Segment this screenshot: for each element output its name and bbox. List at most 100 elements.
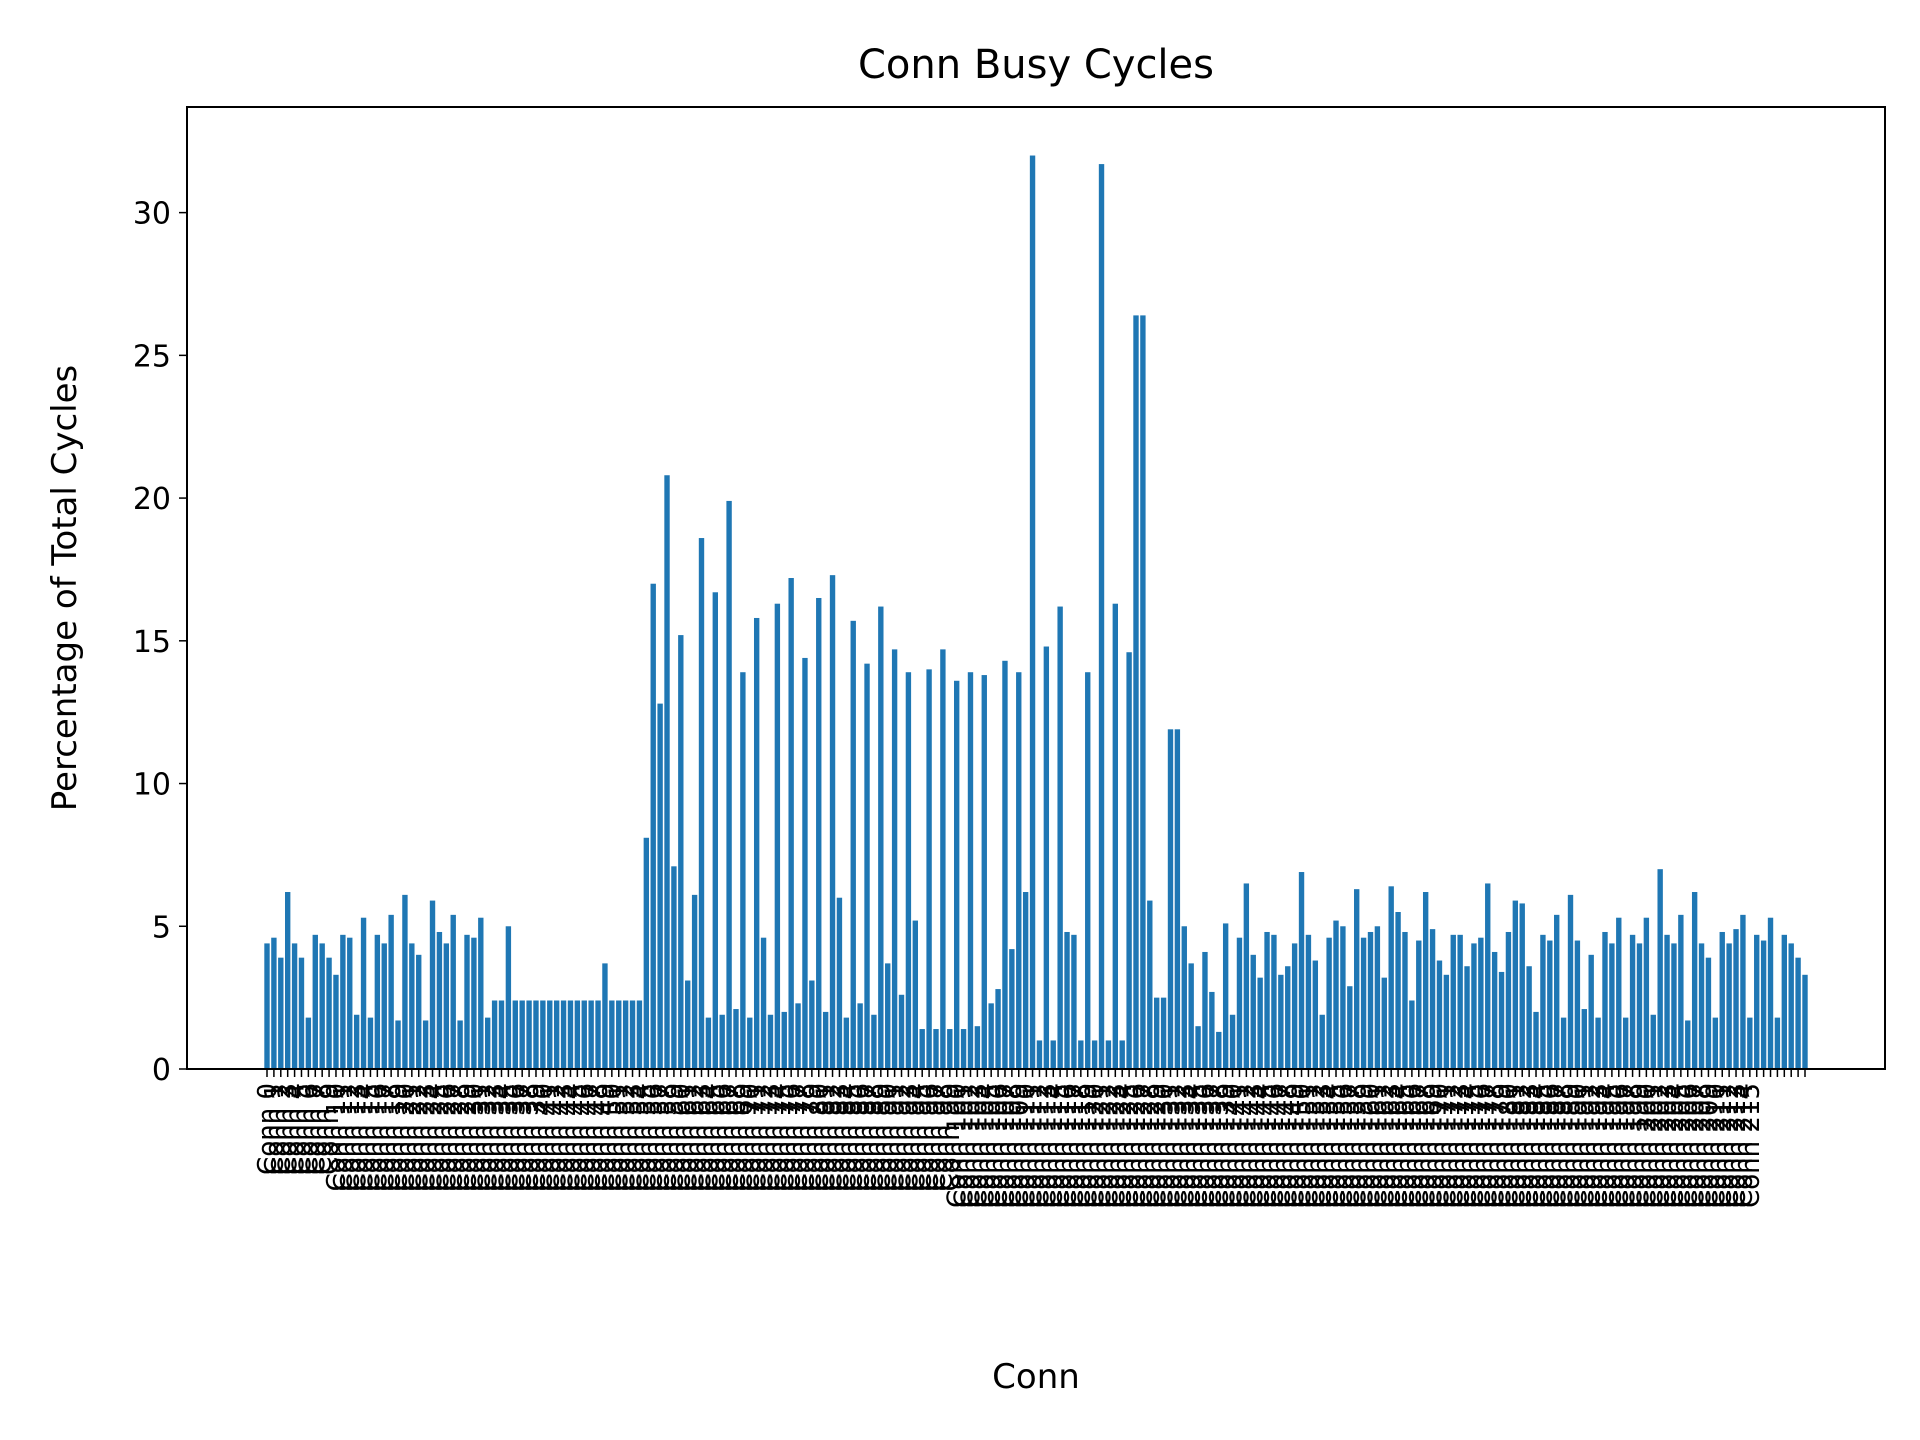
bar (326, 957, 332, 1069)
bar (602, 963, 608, 1069)
bar (1409, 1000, 1415, 1069)
bar (381, 943, 387, 1069)
bar (1416, 940, 1422, 1069)
x-tick-label: Conn 13 (343, 1083, 373, 1191)
bar (1678, 914, 1684, 1069)
x-tick-label: Conn 140 (1219, 1083, 1249, 1208)
x-tick-label: Conn 48 (584, 1083, 614, 1191)
bar (388, 914, 394, 1069)
bar (747, 1017, 753, 1069)
bar (1691, 892, 1698, 1069)
bar (1167, 729, 1174, 1069)
bar (643, 837, 650, 1069)
bar (1036, 1040, 1043, 1069)
x-tick-label: Conn 154 (1315, 1083, 1345, 1208)
bar (1119, 1040, 1125, 1069)
bar (285, 892, 291, 1069)
bar (422, 1020, 429, 1069)
x-tick-label: Conn 44 (556, 1083, 586, 1191)
y-tick-label: 5 (152, 910, 171, 945)
x-tick-label: Conn 63 (688, 1083, 718, 1191)
bar (1457, 934, 1463, 1069)
x-tick-label: Conn 73 (756, 1083, 786, 1191)
bar (657, 703, 663, 1069)
bar (1498, 971, 1505, 1069)
x-tick-label: Conn 64 (694, 1083, 724, 1191)
bar (1422, 892, 1429, 1069)
x-tick-label: Conn 117 (1060, 1083, 1090, 1208)
bar (1250, 954, 1256, 1069)
x-tick-label: Conn 88 (860, 1083, 890, 1191)
bar (836, 897, 843, 1069)
x-tick-label: Conn 66 (708, 1083, 738, 1191)
x-tick-label: Conn 61 (674, 1083, 704, 1191)
x-tick-label: Conn 8 (308, 1083, 338, 1175)
bar (1595, 1017, 1601, 1069)
x-tick-label: Conn 40 (529, 1083, 559, 1191)
x-tick-label: Conn 167 (1405, 1083, 1435, 1208)
bar (1788, 943, 1794, 1069)
bar (1147, 900, 1153, 1069)
bar (609, 1000, 615, 1069)
x-tick-label: Conn 201 (1639, 1083, 1669, 1208)
x-tick-label: Conn 208 (1688, 1083, 1718, 1208)
x-tick-label: Conn 51 (605, 1083, 635, 1191)
x-tick-label: Conn 115 (1046, 1083, 1076, 1208)
x-tick-label: Conn 21 (398, 1083, 428, 1191)
x-tick-label: Conn 3 (274, 1083, 304, 1175)
x-tick-label: Conn 215 (1736, 1083, 1766, 1208)
bar (740, 672, 746, 1069)
bar (1140, 315, 1146, 1069)
x-tick-label: Conn 196 (1605, 1083, 1635, 1208)
x-tick-label: Conn 23 (412, 1083, 442, 1191)
x-tick-label: Conn 10 (322, 1083, 352, 1191)
bar (1747, 1017, 1753, 1069)
bar (1774, 1017, 1781, 1069)
bar (485, 1017, 491, 1069)
bar (774, 603, 781, 1069)
x-tick-label: Conn 203 (1653, 1083, 1683, 1208)
x-tick-label: Conn 212 (1715, 1083, 1745, 1208)
bar (1188, 963, 1194, 1069)
bar (547, 1000, 553, 1069)
x-tick-label: Conn 174 (1453, 1083, 1483, 1208)
bar (1381, 977, 1387, 1069)
bar (1326, 937, 1332, 1069)
x-tick-label: Conn 192 (1577, 1083, 1607, 1208)
x-tick-label: Conn 124 (1108, 1083, 1138, 1208)
bar (1450, 934, 1456, 1069)
bar (1257, 977, 1263, 1069)
x-tick-label: Conn 19 (384, 1083, 414, 1191)
bar (1029, 155, 1036, 1069)
x-tick-label: Conn 144 (1246, 1083, 1276, 1208)
x-tick-label: Conn 136 (1191, 1083, 1221, 1208)
bar (353, 1014, 360, 1069)
bar (981, 675, 987, 1069)
bar (1485, 883, 1491, 1069)
x-tick-label: Conn 59 (660, 1083, 690, 1191)
bar (519, 1000, 525, 1069)
bar (1271, 934, 1277, 1069)
x-tick-label: Conn 142 (1232, 1083, 1262, 1208)
x-tick-label: Conn 75 (770, 1083, 800, 1191)
x-tick-label: Conn 180 (1494, 1083, 1524, 1208)
bar (526, 1000, 532, 1069)
bar (1009, 949, 1015, 1069)
x-tick-label: Conn 145 (1253, 1083, 1283, 1208)
bar (319, 943, 325, 1069)
x-tick-label: Conn 74 (763, 1083, 793, 1191)
x-tick-label: Conn 58 (653, 1083, 683, 1191)
x-tick-label: Conn 184 (1522, 1083, 1552, 1208)
y-tick-label: 10 (133, 768, 171, 803)
x-tick-label: Conn 60 (667, 1083, 697, 1191)
bar (464, 934, 470, 1069)
x-tick-label: Conn 55 (632, 1083, 662, 1191)
bar (933, 1029, 939, 1069)
bar (1305, 934, 1312, 1069)
bar (1078, 1040, 1084, 1069)
x-tick-label: Conn 78 (791, 1083, 821, 1191)
x-tick-label: Conn 0 (253, 1083, 283, 1175)
x-tick-label: Conn 183 (1515, 1083, 1545, 1208)
x-tick-label: Conn 191 (1570, 1083, 1600, 1208)
x-tick-label: Conn 4 (281, 1083, 311, 1175)
